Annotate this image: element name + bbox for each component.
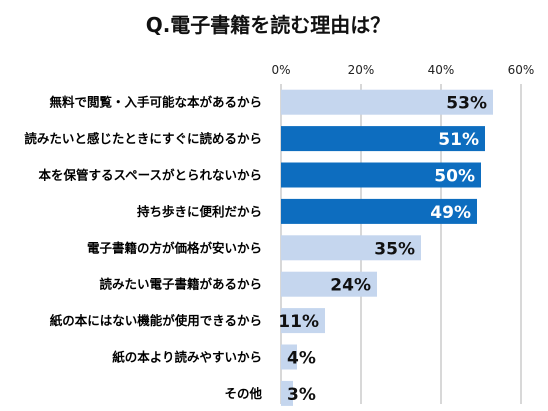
data-label: 49% [430, 203, 471, 223]
category-label: 読みたいと感じたときにすぐに読めるから [24, 131, 262, 146]
x-tick-label: 0% [271, 63, 290, 77]
data-label: 4% [287, 349, 316, 369]
bar [281, 344, 297, 370]
data-labels: 53% 51% 50% 49% 35%24% 11% 4% 3% [278, 94, 487, 405]
category-label: 本を保管するスペースがとられないから [38, 168, 262, 183]
x-tick-label: 40% [428, 63, 455, 77]
bar [281, 198, 477, 224]
bar [281, 271, 377, 297]
category-label: 電子書籍の方が価格が安いから [87, 240, 262, 255]
data-label: 50% [434, 167, 475, 187]
data-label: 51% [438, 130, 479, 150]
category-label: 持ち歩きに便利だから [137, 204, 262, 219]
category-label: その他 [224, 386, 262, 401]
bar [281, 89, 493, 115]
data-label: 11% [278, 312, 319, 332]
bar [281, 126, 485, 152]
x-tick-label: 60% [508, 63, 535, 77]
category-label: 無料で閲覧・入手可能な本があるから [49, 95, 262, 110]
data-label: 35% [374, 239, 415, 259]
category-label: 紙の本より読みやすいから [112, 350, 262, 365]
data-label: 24% [330, 276, 371, 296]
x-tick-label: 20% [348, 63, 375, 77]
category-label: 読みたい電子書籍があるから [99, 277, 262, 292]
category-label: 紙の本にはない機能が使用できるから [50, 313, 262, 328]
chart-title: Q.電子書籍を読む理由は？ [146, 13, 391, 37]
bars [281, 89, 493, 406]
x-axis-ticks: 0% 20% 40% 60% [271, 63, 534, 77]
bar [281, 308, 325, 334]
bar [281, 235, 421, 261]
bar [281, 380, 293, 406]
bar [281, 162, 481, 188]
data-label: 3% [287, 385, 316, 405]
category-labels: 無料で閲覧・入手可能な本があるから読みたいと感じたときにすぐに読めるから本を保管… [24, 95, 262, 401]
data-label: 53% [446, 94, 487, 114]
